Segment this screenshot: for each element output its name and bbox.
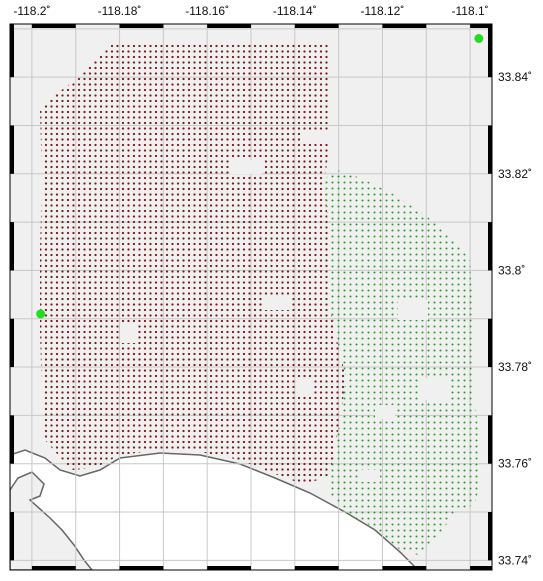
- longitude-labels: -118.2˚ -118.18˚ -118.16˚ -118.14˚ -118.12˚ -…: [13, 4, 488, 18]
- map-border: [10, 24, 492, 570]
- border-segment-top: [119, 24, 164, 28]
- cluster-gaps: [120, 130, 448, 482]
- border-segment-bottom: [207, 566, 251, 570]
- border-segment-bottom: [31, 566, 76, 570]
- lat-tick-label: 33.82˚: [498, 167, 532, 181]
- border-segment-top: [470, 24, 492, 28]
- border-segment-left: [10, 222, 14, 271]
- border-segment-right: [488, 415, 492, 464]
- border-segment-right: [488, 125, 492, 174]
- marker-group: [36, 33, 484, 319]
- lat-tick-label: 33.8˚: [498, 263, 525, 277]
- border-segment-bottom: [382, 566, 427, 570]
- border-segment-left: [10, 415, 14, 464]
- border-segment-right: [488, 24, 492, 78]
- border-segment-right: [488, 222, 492, 271]
- border-segment-top: [207, 24, 251, 28]
- border-segment-top: [294, 24, 339, 28]
- border-segment-left: [10, 24, 14, 78]
- border-segment-left: [10, 512, 14, 561]
- border-segment-top: [382, 24, 427, 28]
- marker-north-east: [474, 33, 484, 43]
- border-segment-top: [31, 24, 76, 28]
- lon-tick-label: -118.12˚: [361, 4, 405, 18]
- lat-tick-label: 33.76˚: [498, 457, 532, 471]
- border-segment-bottom: [119, 566, 164, 570]
- cluster-a-region: [40, 42, 346, 485]
- border-segment-bottom: [470, 566, 492, 570]
- lon-tick-label: -118.16˚: [185, 4, 229, 18]
- ocean-area: [10, 450, 418, 570]
- lon-tick-label: -118.2˚: [13, 4, 50, 18]
- border-segment-left: [10, 318, 14, 368]
- cluster-b-region: [325, 170, 480, 555]
- marker-west: [36, 309, 46, 319]
- lat-tick-label: 33.74˚: [498, 553, 532, 567]
- lat-tick-label: 33.84˚: [498, 70, 532, 84]
- lon-tick-label: -118.1˚: [452, 4, 489, 18]
- lon-tick-label: -118.18˚: [98, 4, 142, 18]
- border-segment-right: [488, 512, 492, 561]
- border-segment-left: [10, 125, 14, 174]
- lat-tick-label: 33.78˚: [498, 360, 532, 374]
- lon-tick-label: -118.14˚: [273, 4, 317, 18]
- border-segment-right: [488, 318, 492, 368]
- latitude-labels: 33.84˚ 33.82˚ 33.8˚ 33.78˚ 33.76˚ 33.74˚: [498, 70, 532, 567]
- border-segment-bottom: [294, 566, 339, 570]
